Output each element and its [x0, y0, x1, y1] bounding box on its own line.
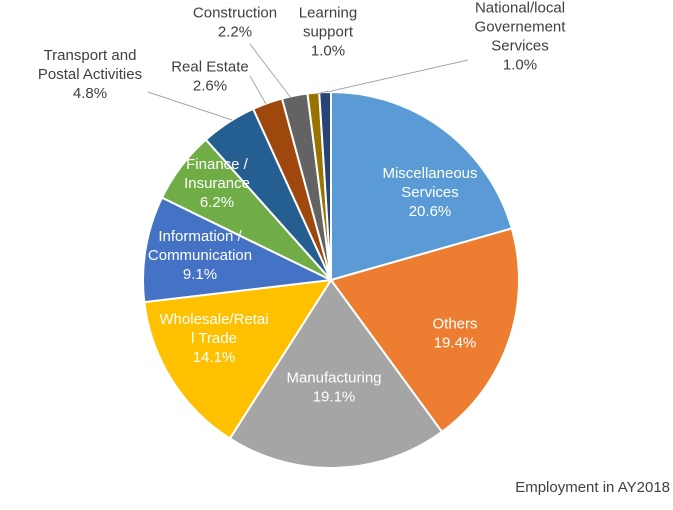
slice-name-line: Insurance	[184, 175, 250, 192]
slice-label: Manufacturing 19.1%	[286, 370, 381, 406]
leader-line	[326, 59, 469, 93]
pie-slice	[228, 278, 444, 469]
pie-slice	[143, 278, 333, 440]
slice-name-line: support	[303, 24, 354, 41]
slice-name-line: Transport and	[44, 47, 137, 64]
pie-slice	[330, 90, 514, 282]
slice-label: Construction 2.2%	[193, 5, 277, 41]
slice-name-line: Learning	[299, 5, 357, 22]
slice-label: Wholesale/Retai l Trade 14.1%	[159, 311, 268, 366]
slice-label: Real Estate 2.6%	[171, 59, 249, 95]
slice-percent: 2.6%	[193, 78, 227, 95]
leader-line	[147, 91, 233, 121]
slice-label: Information / Communication 9.1%	[148, 228, 252, 283]
slice-name-line: National/local	[475, 0, 565, 17]
slice-labels: Miscellaneous Services 20.6% Others 19.4% Man…	[38, 0, 566, 406]
slice-name-line: Education/	[293, 0, 365, 3]
slice-label: National/local Governement Services 1.0%	[475, 0, 567, 74]
slice-percent: 9.1%	[183, 266, 217, 283]
slice-percent: 1.0%	[311, 43, 345, 60]
slice-name-line: Information /	[158, 228, 242, 245]
slice-percent: 20.6%	[409, 203, 452, 220]
pie-slice	[329, 227, 520, 434]
slice-percent: 6.2%	[200, 194, 234, 211]
slice-percent: 1.0%	[503, 57, 537, 74]
slice-label: Education/Learning support 1.0%	[293, 0, 365, 60]
slice-name-line: Communication	[148, 247, 252, 264]
slice-name-line: Wholesale/Retai	[159, 311, 268, 328]
leader-line	[249, 43, 292, 99]
slice-name-line: Others	[432, 316, 477, 333]
slice-label: Miscellaneous Services 20.6%	[382, 165, 477, 220]
leader-lines	[147, 43, 469, 121]
slice-percent: 14.1%	[193, 349, 236, 366]
slice-name-line: Services	[491, 38, 549, 55]
slice-label: Finance / Insurance 6.2%	[184, 156, 250, 211]
slice-percent: 2.2%	[218, 24, 252, 41]
slice-name-line: Governement	[475, 19, 567, 36]
pie-slice	[142, 196, 335, 304]
slice-name-line: Finance /	[186, 156, 249, 173]
leader-line	[316, 90, 329, 95]
slice-percent: 19.4%	[434, 335, 477, 352]
slice-label: Transport and Postal Activities 4.8%	[38, 47, 142, 102]
slice-label: Others 19.4%	[432, 316, 477, 352]
slice-name-line: l Trade	[191, 330, 237, 347]
leader-line	[249, 75, 267, 105]
slice-name-line: Real Estate	[171, 59, 249, 76]
slice-percent: 4.8%	[73, 85, 107, 102]
slice-name-line: Services	[401, 184, 459, 201]
slice-name-line: Miscellaneous	[382, 165, 477, 182]
chart-caption: Employment in AY2018	[515, 479, 670, 496]
slice-percent: 19.1%	[313, 389, 356, 406]
pie-slices	[142, 90, 520, 469]
slice-name-line: Postal Activities	[38, 66, 142, 83]
slice-name-line: Manufacturing	[286, 370, 381, 387]
slice-name-line: Construction	[193, 5, 277, 22]
